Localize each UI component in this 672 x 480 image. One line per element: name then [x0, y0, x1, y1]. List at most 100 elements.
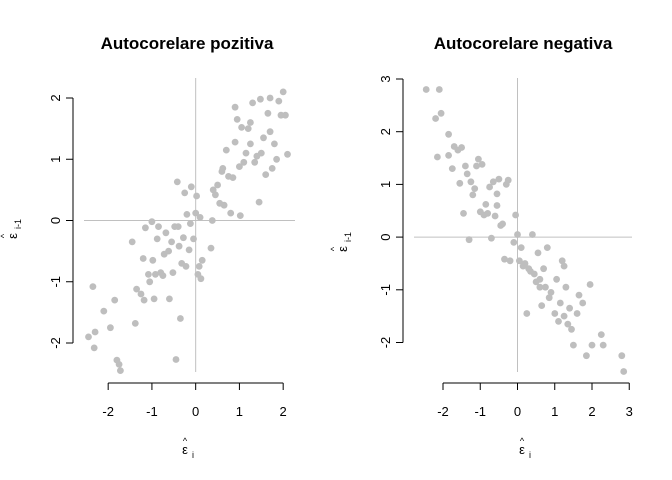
- data-point: [222, 146, 230, 154]
- data-point: [543, 244, 551, 252]
- panel-title: Autocorelare pozitiva: [101, 34, 274, 53]
- data-point: [517, 244, 525, 252]
- y-axis-label: ^ε i-1: [0, 219, 23, 239]
- data-point: [172, 356, 180, 363]
- data-point: [491, 212, 499, 220]
- y-tick-label: 1: [378, 181, 393, 188]
- data-point: [181, 189, 189, 197]
- x-tick-label: 0: [192, 404, 199, 419]
- data-point: [231, 103, 239, 111]
- data-point: [249, 99, 256, 107]
- data-point: [530, 270, 538, 278]
- svg-text:i: i: [529, 450, 531, 460]
- data-point: [489, 178, 497, 186]
- data-point: [197, 275, 205, 283]
- data-point: [262, 171, 270, 179]
- data-point: [499, 220, 506, 228]
- data-point: [266, 94, 274, 102]
- x-tick-label: -2: [102, 404, 114, 419]
- data-point: [187, 220, 194, 228]
- x-tick-label: 1: [236, 404, 243, 419]
- data-point: [89, 283, 97, 290]
- data-point: [282, 111, 289, 119]
- data-point: [493, 190, 501, 198]
- data-point: [260, 134, 267, 142]
- data-point: [553, 275, 560, 283]
- data-point: [238, 124, 246, 131]
- y-tick-label: -2: [48, 337, 63, 349]
- svg-text:i-1: i-1: [13, 219, 23, 229]
- data-point: [153, 235, 161, 243]
- data-point: [514, 231, 521, 238]
- data-point: [469, 191, 477, 199]
- data-point: [140, 296, 148, 304]
- data-point: [190, 235, 197, 243]
- data-point: [551, 310, 559, 317]
- data-point: [165, 247, 173, 255]
- data-point: [192, 209, 200, 217]
- x-tick-label: -1: [474, 404, 486, 419]
- data-point: [174, 223, 182, 231]
- data-point: [536, 283, 544, 291]
- svg-text:^: ^: [0, 233, 9, 238]
- data-point: [588, 341, 596, 349]
- data-point: [244, 125, 252, 132]
- data-point: [566, 304, 573, 312]
- data-point: [148, 218, 156, 226]
- data-point: [162, 229, 170, 237]
- data-point: [570, 341, 577, 349]
- data-point: [516, 257, 523, 265]
- svg-text:ε: ε: [182, 442, 188, 457]
- data-point: [208, 217, 216, 224]
- data-point: [173, 178, 181, 186]
- data-point: [168, 238, 176, 246]
- y-tick-label: -1: [378, 284, 393, 296]
- data-point: [521, 260, 529, 267]
- data-point: [229, 174, 237, 182]
- data-point: [227, 209, 235, 217]
- data-point: [107, 324, 114, 332]
- data-point: [85, 333, 92, 341]
- data-point: [504, 176, 512, 184]
- data-point: [150, 295, 158, 303]
- data-point: [268, 165, 276, 172]
- data-point: [193, 192, 201, 200]
- data-point: [597, 331, 605, 338]
- data-point: [152, 271, 159, 278]
- data-point: [195, 263, 203, 270]
- data-point: [484, 210, 492, 217]
- data-point: [458, 144, 465, 151]
- x-tick-label: 1: [551, 404, 558, 419]
- data-point: [599, 341, 607, 349]
- y-tick-label: 1: [48, 156, 63, 163]
- data-point: [482, 201, 490, 208]
- data-point: [257, 149, 265, 157]
- data-point: [142, 224, 149, 232]
- data-point: [233, 116, 241, 123]
- y-tick-label: 0: [378, 233, 393, 240]
- panel-negative: Autocorelare negativa -2 -1 0 1 2 3-2-10123^ε…: [329, 34, 633, 460]
- data-point: [155, 223, 162, 231]
- data-point: [434, 153, 441, 161]
- data-point: [231, 138, 239, 146]
- data-point: [493, 202, 501, 209]
- svg-text:ε: ε: [5, 233, 20, 239]
- data-point: [583, 352, 590, 360]
- data-point: [463, 170, 471, 178]
- svg-text:^: ^: [183, 436, 188, 446]
- data-point: [212, 191, 219, 199]
- svg-text:^: ^: [520, 436, 525, 446]
- data-point: [473, 162, 480, 170]
- data-point: [467, 178, 475, 186]
- data-point: [435, 86, 443, 93]
- data-point: [618, 352, 626, 360]
- svg-text:i-1: i-1: [343, 232, 353, 242]
- svg-text:ε: ε: [519, 442, 525, 457]
- data-point: [462, 162, 469, 170]
- data-point: [558, 257, 566, 265]
- data-point: [91, 328, 99, 336]
- data-point: [586, 281, 594, 288]
- data-point: [183, 211, 191, 218]
- data-point: [236, 212, 244, 220]
